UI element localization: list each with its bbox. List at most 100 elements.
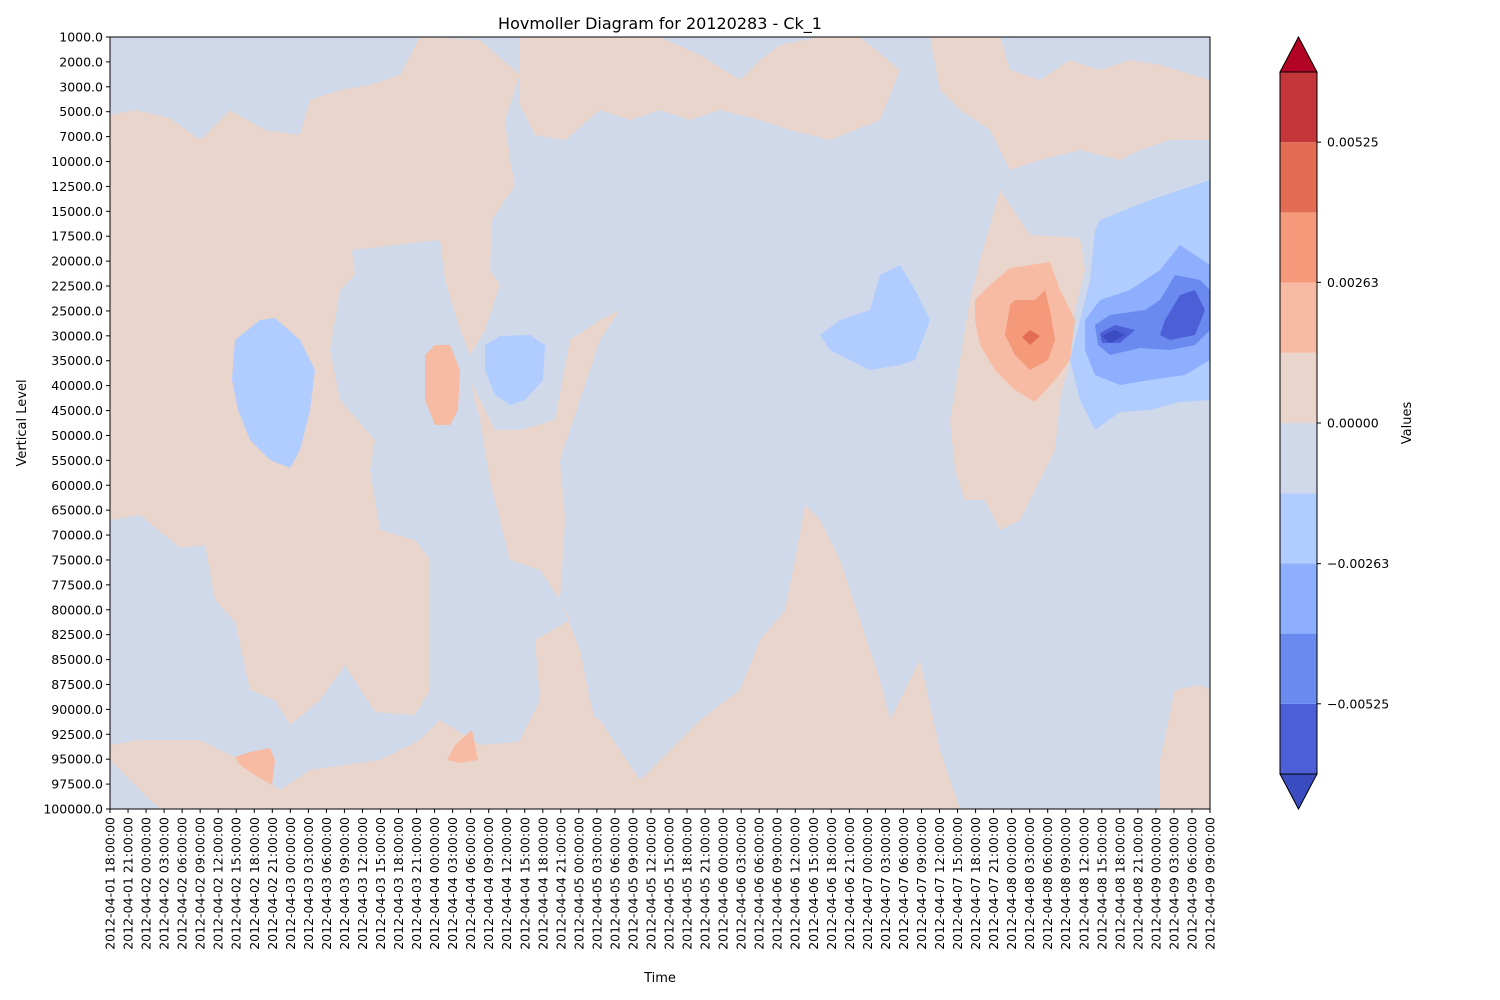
- weak-positive-regions: [110, 37, 1210, 809]
- y-tick-label: 3000.0: [59, 79, 103, 94]
- y-tick-label: 75000.0: [51, 552, 103, 567]
- positive-blob-middle: [425, 345, 460, 425]
- colorbar-band: [1280, 493, 1317, 564]
- y-axis-ticks: 1000.0 2000.0 3000.0 5000.0 7000.0 10000.0 125…: [43, 30, 110, 817]
- colorbar-tick-label: 0.00263: [1327, 275, 1379, 290]
- chart-title: Hovmoller Diagram for 20120283 - Ck_1: [498, 14, 822, 34]
- x-tick-label: 2012-04-02 00:00:00: [139, 817, 154, 950]
- y-tick-label: 35000.0: [51, 353, 103, 368]
- x-axis-ticks: 2012-04-01 18:00:00 2012-04-01 21:00:00 20…: [103, 809, 1218, 950]
- x-tick-label: 2012-04-04 00:00:00: [427, 817, 442, 950]
- negative-extreme-core: [1102, 330, 1125, 343]
- positive-region-right-bottom: [1160, 685, 1210, 809]
- x-tick-label: 2012-04-07 21:00:00: [986, 817, 1001, 950]
- colorbar-band: [1280, 282, 1317, 353]
- x-tick-label: 2012-04-07 18:00:00: [968, 817, 983, 950]
- y-tick-label: 90000.0: [51, 702, 103, 717]
- positive-region-lower-left: [110, 37, 520, 725]
- y-tick-label: 100000.0: [43, 802, 103, 817]
- x-tick-label: 2012-04-06 21:00:00: [842, 817, 857, 950]
- y-tick-label: 82500.0: [51, 627, 103, 642]
- y-tick-label: 7000.0: [59, 129, 103, 144]
- colorbar-band: [1280, 633, 1317, 704]
- x-tick-label: 2012-04-03 09:00:00: [337, 817, 352, 950]
- colorbar-extend-max: [1279, 35, 1318, 73]
- x-tick-label: 2012-04-09 00:00:00: [1148, 817, 1163, 950]
- y-tick-label: 30000.0: [51, 328, 103, 343]
- x-tick-label: 2012-04-06 12:00:00: [788, 817, 803, 950]
- x-tick-label: 2012-04-05 03:00:00: [589, 817, 604, 950]
- colorbar-extend-min: [1279, 773, 1318, 811]
- y-tick-label: 10000.0: [51, 154, 103, 169]
- colorbar-band: [1280, 212, 1317, 283]
- x-tick-label: 2012-04-08 21:00:00: [1130, 817, 1145, 950]
- y-tick-label: 87500.0: [51, 677, 103, 692]
- y-tick-label: 15000.0: [51, 204, 103, 219]
- colorbar-band: [1280, 563, 1317, 634]
- x-tick-label: 2012-04-04 06:00:00: [463, 817, 478, 950]
- x-tick-label: 2012-04-03 21:00:00: [409, 817, 424, 950]
- x-tick-label: 2012-04-08 15:00:00: [1094, 817, 1109, 950]
- colorbar-band: [1280, 423, 1317, 494]
- y-tick-label: 65000.0: [51, 503, 103, 518]
- x-tick-label: 2012-04-06 03:00:00: [734, 817, 749, 950]
- x-tick-label: 2012-04-04 21:00:00: [553, 817, 568, 950]
- y-tick-label: 1000.0: [59, 30, 103, 45]
- x-tick-label: 2012-04-04 09:00:00: [481, 817, 496, 950]
- x-tick-label: 2012-04-08 18:00:00: [1112, 817, 1127, 950]
- x-tick-label: 2012-04-07 15:00:00: [950, 817, 965, 950]
- colorbar-tick-label: −0.00263: [1327, 556, 1389, 571]
- colorbar-tick-label: 0.00525: [1327, 135, 1379, 150]
- y-tick-label: 97500.0: [51, 777, 103, 792]
- positive-region-center-column: [420, 300, 650, 809]
- y-tick-label: 40000.0: [51, 378, 103, 393]
- x-tick-label: 2012-04-06 09:00:00: [770, 817, 785, 950]
- x-tick-label: 2012-04-05 21:00:00: [698, 817, 713, 950]
- colorbar-band: [1280, 352, 1317, 423]
- positive-blob-bottom-b: [447, 730, 478, 763]
- x-tick-label: 2012-04-01 21:00:00: [121, 817, 136, 950]
- x-tick-label: 2012-04-06 18:00:00: [824, 817, 839, 950]
- plot-frame: [109, 36, 1211, 810]
- x-tick-label: 2012-04-05 18:00:00: [680, 817, 695, 950]
- x-tick-label: 2012-04-02 09:00:00: [193, 817, 208, 950]
- positive-peak-core: [1022, 330, 1040, 345]
- x-tick-label: 2012-04-03 03:00:00: [301, 817, 316, 950]
- negative-blob-left: [232, 318, 315, 468]
- x-tick-label: 2012-04-07 09:00:00: [914, 817, 929, 950]
- x-tick-label: 2012-04-08 00:00:00: [1004, 817, 1019, 950]
- colorbar-band: [1280, 703, 1317, 774]
- x-tick-label: 2012-04-04 12:00:00: [499, 817, 514, 950]
- negative-peak-core-b: [1160, 290, 1205, 340]
- y-tick-label: 77500.0: [51, 577, 103, 592]
- y-tick-label: 20000.0: [51, 254, 103, 269]
- x-tick-label: 2012-04-02 18:00:00: [247, 817, 262, 950]
- positive-region-bottom-left: [110, 505, 960, 809]
- y-axis-label: Vertical Level: [15, 379, 30, 466]
- y-tick-label: 92500.0: [51, 727, 103, 742]
- colorbar-tick-label: −0.00525: [1327, 696, 1389, 711]
- y-tick-label: 50000.0: [51, 428, 103, 443]
- negative-region-mid-right: [820, 265, 930, 370]
- x-tick-label: 2012-04-07 03:00:00: [878, 817, 893, 950]
- y-tick-label: 70000.0: [51, 528, 103, 543]
- colorbar-tick-label: 0.00000: [1327, 416, 1379, 431]
- y-tick-label: 55000.0: [51, 453, 103, 468]
- x-tick-label: 2012-04-07 00:00:00: [860, 817, 875, 950]
- x-tick-label: 2012-04-02 03:00:00: [157, 817, 172, 950]
- x-tick-label: 2012-04-05 12:00:00: [643, 817, 658, 950]
- x-tick-label: 2012-04-03 12:00:00: [355, 817, 370, 950]
- x-tick-label: 2012-04-06 06:00:00: [752, 817, 767, 950]
- x-tick-label: 2012-04-08 12:00:00: [1076, 817, 1091, 950]
- colorbar-band: [1280, 142, 1317, 213]
- x-tick-label: 2012-04-08 03:00:00: [1022, 817, 1037, 950]
- x-tick-label: 2012-04-03 06:00:00: [319, 817, 334, 950]
- x-tick-label: 2012-04-02 21:00:00: [265, 817, 280, 950]
- x-tick-label: 2012-04-09 06:00:00: [1184, 817, 1199, 950]
- x-tick-label: 2012-04-03 00:00:00: [283, 817, 298, 950]
- x-tick-label: 2012-04-03 15:00:00: [373, 817, 388, 950]
- x-tick-label: 2012-04-07 06:00:00: [896, 817, 911, 950]
- x-tick-label: 2012-04-02 06:00:00: [175, 817, 190, 950]
- colorbar-band: [1280, 72, 1317, 143]
